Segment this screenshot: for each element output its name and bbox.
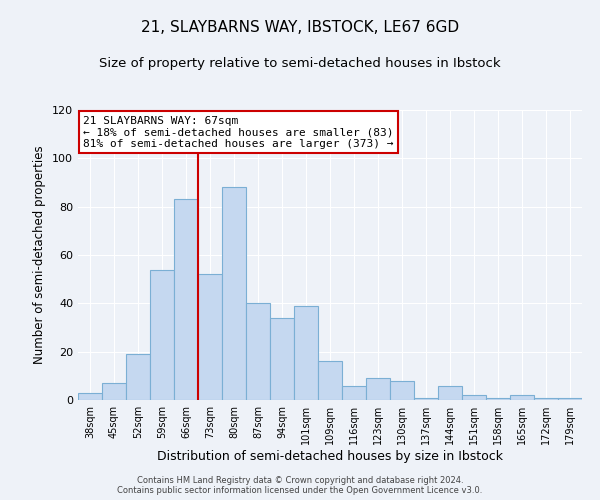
Bar bbox=[534, 398, 558, 400]
Bar bbox=[366, 378, 390, 400]
Text: 21 SLAYBARNS WAY: 67sqm
← 18% of semi-detached houses are smaller (83)
81% of se: 21 SLAYBARNS WAY: 67sqm ← 18% of semi-de… bbox=[83, 116, 394, 149]
Y-axis label: Number of semi-detached properties: Number of semi-detached properties bbox=[34, 146, 46, 364]
Bar bbox=[294, 306, 318, 400]
Bar bbox=[222, 188, 246, 400]
Bar bbox=[318, 362, 342, 400]
Bar bbox=[174, 200, 198, 400]
Bar bbox=[414, 398, 438, 400]
X-axis label: Distribution of semi-detached houses by size in Ibstock: Distribution of semi-detached houses by … bbox=[157, 450, 503, 463]
Bar bbox=[102, 383, 126, 400]
Text: Contains HM Land Registry data © Crown copyright and database right 2024.
Contai: Contains HM Land Registry data © Crown c… bbox=[118, 476, 482, 495]
Text: 21, SLAYBARNS WAY, IBSTOCK, LE67 6GD: 21, SLAYBARNS WAY, IBSTOCK, LE67 6GD bbox=[141, 20, 459, 35]
Bar bbox=[558, 398, 582, 400]
Bar bbox=[246, 304, 270, 400]
Bar bbox=[438, 386, 462, 400]
Bar bbox=[78, 393, 102, 400]
Bar bbox=[270, 318, 294, 400]
Bar bbox=[342, 386, 366, 400]
Bar bbox=[198, 274, 222, 400]
Bar bbox=[486, 398, 510, 400]
Bar bbox=[510, 395, 534, 400]
Bar bbox=[150, 270, 174, 400]
Bar bbox=[462, 395, 486, 400]
Bar bbox=[126, 354, 150, 400]
Bar bbox=[390, 380, 414, 400]
Text: Size of property relative to semi-detached houses in Ibstock: Size of property relative to semi-detach… bbox=[99, 58, 501, 70]
